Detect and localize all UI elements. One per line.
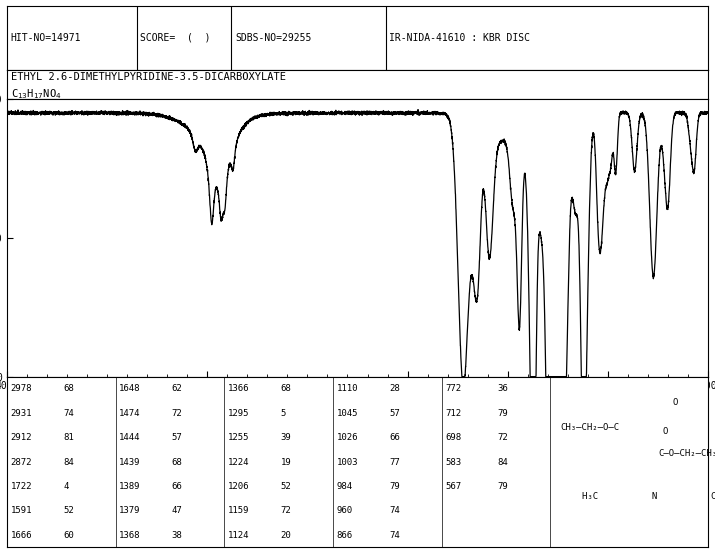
Text: IR-NIDA-41610 : KBR DISC: IR-NIDA-41610 : KBR DISC	[389, 33, 530, 43]
Text: 38: 38	[172, 531, 182, 540]
Text: 66: 66	[172, 482, 182, 491]
Text: O: O	[662, 427, 668, 436]
Text: O: O	[673, 398, 679, 407]
Text: 84: 84	[498, 457, 508, 467]
Text: 1110: 1110	[337, 384, 358, 393]
Text: 1474: 1474	[119, 409, 141, 418]
Text: 19: 19	[280, 457, 291, 467]
Text: ETHYL 2.6-DIMETHYLPYRIDINE-3.5-DICARBOXYLATE: ETHYL 2.6-DIMETHYLPYRIDINE-3.5-DICARBOXY…	[11, 72, 286, 82]
Text: SDBS-NO=29255: SDBS-NO=29255	[235, 33, 311, 43]
Text: 1722: 1722	[11, 482, 32, 491]
Text: 72: 72	[172, 409, 182, 418]
Text: 72: 72	[498, 433, 508, 442]
Text: 79: 79	[389, 482, 400, 491]
Text: 1368: 1368	[119, 531, 141, 540]
Text: 57: 57	[389, 409, 400, 418]
Text: 1444: 1444	[119, 433, 141, 442]
Text: 74: 74	[389, 507, 400, 515]
Text: 772: 772	[445, 384, 461, 393]
Text: 47: 47	[172, 507, 182, 515]
Text: 4: 4	[63, 482, 69, 491]
Text: 1295: 1295	[228, 409, 250, 418]
Text: 5: 5	[280, 409, 286, 418]
Text: SCORE=  (  ): SCORE= ( )	[140, 33, 211, 43]
Text: 960: 960	[337, 507, 352, 515]
Text: C$_{13}$H$_{17}$NO$_4$: C$_{13}$H$_{17}$NO$_4$	[11, 88, 61, 101]
Text: 79: 79	[498, 409, 508, 418]
Text: 74: 74	[389, 531, 400, 540]
Text: 1045: 1045	[337, 409, 358, 418]
Text: 583: 583	[445, 457, 461, 467]
Text: 36: 36	[498, 384, 508, 393]
Text: HIT-NO=14971: HIT-NO=14971	[11, 33, 82, 43]
Text: 84: 84	[63, 457, 74, 467]
Text: 1591: 1591	[11, 507, 32, 515]
Text: 81: 81	[63, 433, 74, 442]
Text: 66: 66	[389, 433, 400, 442]
Text: 60: 60	[63, 531, 74, 540]
Text: C—O—CH₂—CH₃: C—O—CH₂—CH₃	[659, 449, 715, 458]
Text: 1003: 1003	[337, 457, 358, 467]
Text: 698: 698	[445, 433, 461, 442]
Text: 1389: 1389	[119, 482, 141, 491]
Text: 52: 52	[280, 482, 291, 491]
Text: 2978: 2978	[11, 384, 32, 393]
Text: 68: 68	[280, 384, 291, 393]
Text: CH₃—CH₂—O—C: CH₃—CH₂—O—C	[561, 424, 620, 432]
Text: 567: 567	[445, 482, 461, 491]
Text: 68: 68	[63, 384, 74, 393]
Text: 2872: 2872	[11, 457, 32, 467]
Text: 74: 74	[63, 409, 74, 418]
Text: 20: 20	[280, 531, 291, 540]
Text: 2931: 2931	[11, 409, 32, 418]
Text: 72: 72	[280, 507, 291, 515]
Text: 1206: 1206	[228, 482, 250, 491]
Text: 984: 984	[337, 482, 352, 491]
Text: H₃C          N          CH₃: H₃C N CH₃	[582, 492, 715, 500]
Text: 1439: 1439	[119, 457, 141, 467]
Text: 62: 62	[172, 384, 182, 393]
Text: 77: 77	[389, 457, 400, 467]
Text: 1159: 1159	[228, 507, 250, 515]
Text: 1366: 1366	[228, 384, 250, 393]
Text: 79: 79	[498, 482, 508, 491]
Text: 52: 52	[63, 507, 74, 515]
Text: 2912: 2912	[11, 433, 32, 442]
Text: 1124: 1124	[228, 531, 250, 540]
Text: 1648: 1648	[119, 384, 141, 393]
Text: 57: 57	[172, 433, 182, 442]
X-axis label: WAVENUMBER(cm$^{-1}$): WAVENUMBER(cm$^{-1}$)	[311, 394, 404, 409]
Text: 712: 712	[445, 409, 461, 418]
Text: 1379: 1379	[119, 507, 141, 515]
Text: 1224: 1224	[228, 457, 250, 467]
Text: 1666: 1666	[11, 531, 32, 540]
Text: 1255: 1255	[228, 433, 250, 442]
Text: 68: 68	[172, 457, 182, 467]
Text: 28: 28	[389, 384, 400, 393]
Text: 1026: 1026	[337, 433, 358, 442]
Text: 39: 39	[280, 433, 291, 442]
Text: 866: 866	[337, 531, 352, 540]
